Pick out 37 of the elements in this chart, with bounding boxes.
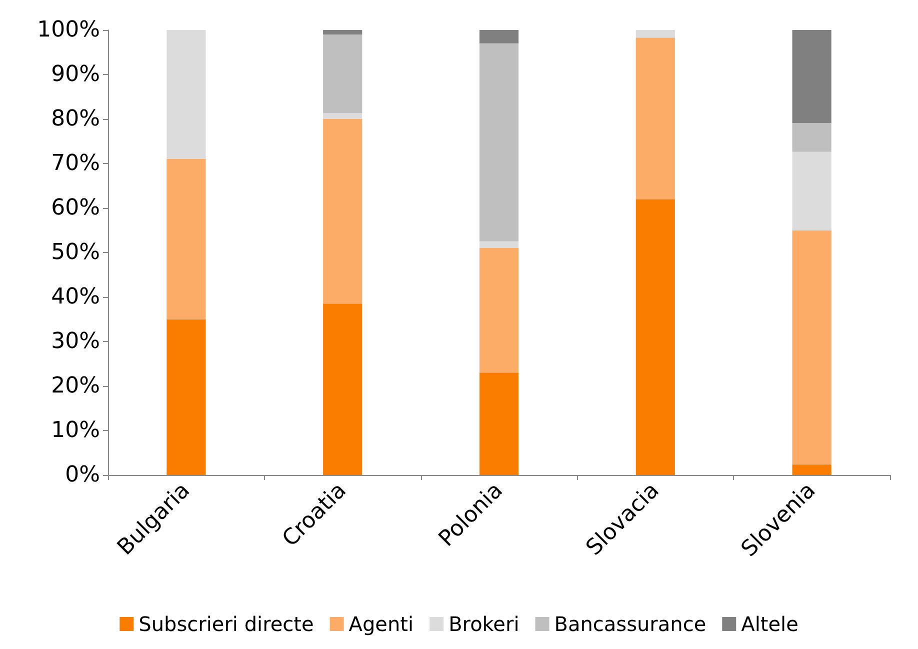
bar [323,119,362,304]
legend-label: Agenti [348,612,414,636]
legend-label: Brokeri [448,612,520,636]
y-tick-label: 10% [51,418,100,443]
y-tick-label: 20% [51,374,100,398]
bar [479,372,519,475]
bar [166,30,206,160]
legend-label: Altele [741,612,798,636]
bar [166,159,206,320]
bar [323,34,362,114]
bar [166,319,206,475]
bar [636,38,675,200]
bar [636,199,675,475]
bar [323,113,362,119]
bar [479,43,519,242]
bar [792,123,832,152]
y-tick-label: 90% [51,62,100,87]
y-tick-label: 80% [51,106,100,132]
y-tick-label: 60% [51,196,100,220]
bar [792,230,832,464]
y-tick-label: 40% [51,284,100,310]
y-tick-label: 50% [51,240,100,265]
bar [792,30,832,124]
bar [479,241,519,248]
bar [636,30,675,38]
bar [323,304,362,475]
bar [323,30,362,34]
y-tick-label: 100% [37,18,100,42]
legend-label: Subscrieri directe [138,612,314,636]
legend-label: Bancassurance [554,612,706,636]
bar [792,464,832,475]
bar [479,30,519,44]
bar [479,248,519,373]
y-tick-label: 0% [65,462,100,488]
bar [792,152,832,230]
y-tick-label: 30% [51,329,100,354]
y-tick-label: 70% [51,151,100,176]
